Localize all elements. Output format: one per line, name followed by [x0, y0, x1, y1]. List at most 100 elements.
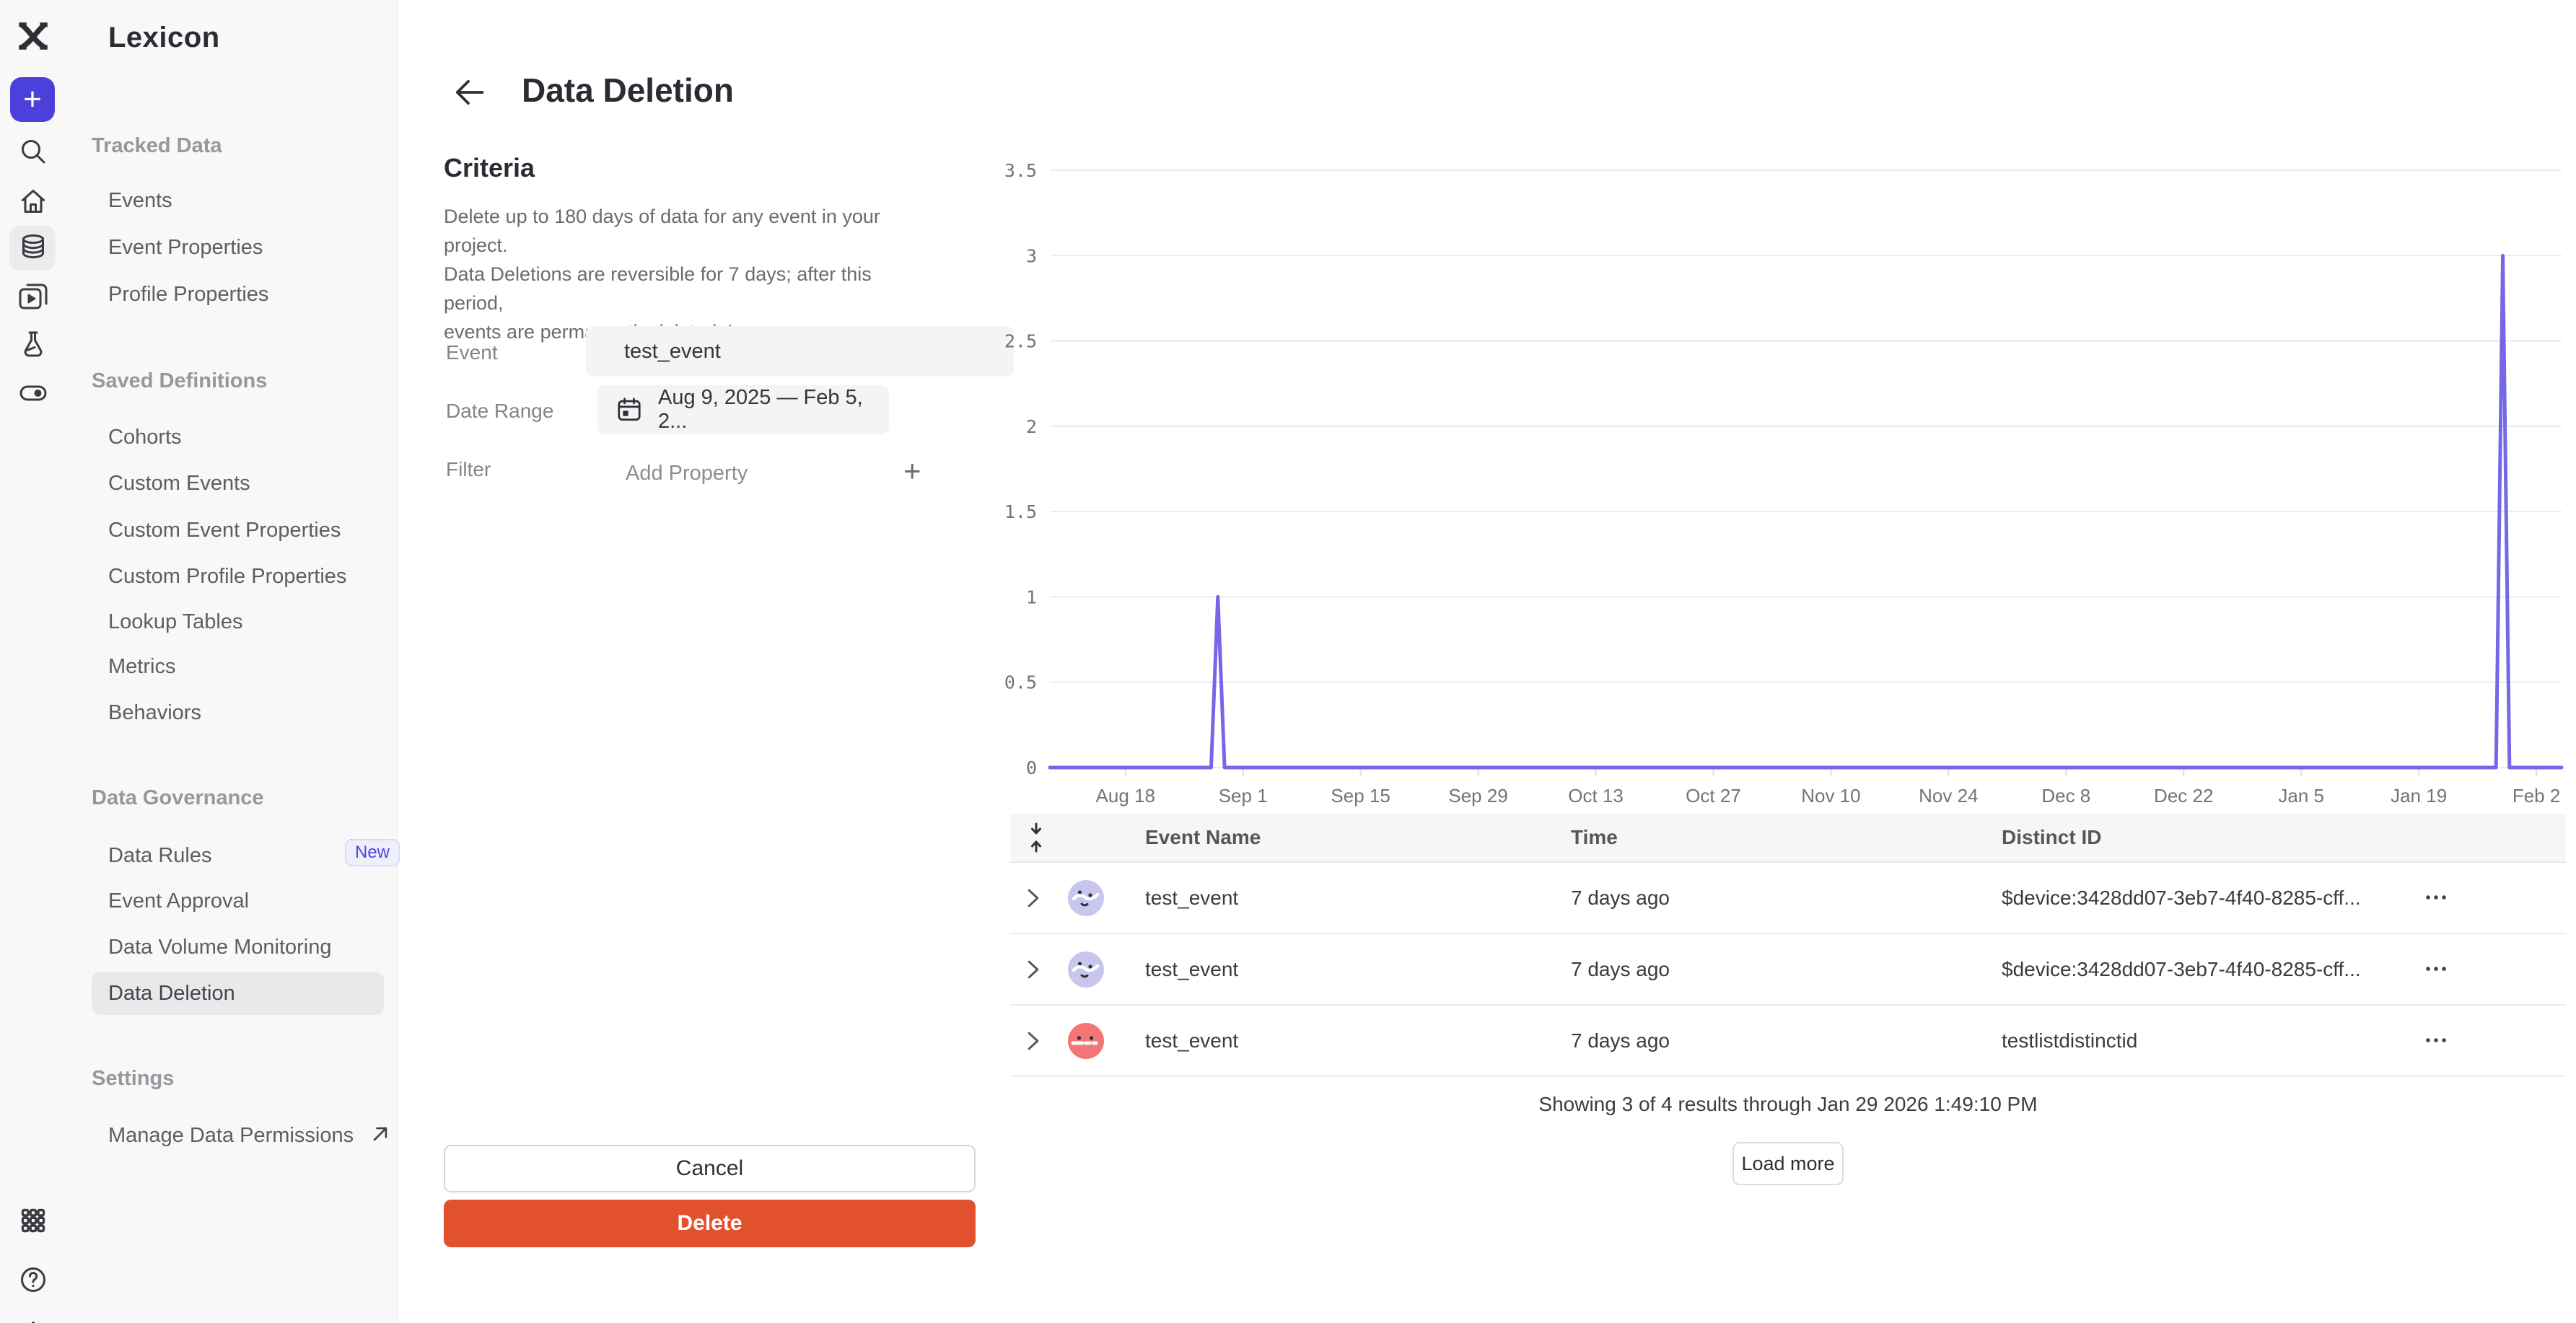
- home-icon[interactable]: [13, 182, 53, 222]
- svg-text:Sep 29: Sep 29: [1448, 785, 1507, 806]
- svg-text:Feb 2: Feb 2: [2513, 785, 2561, 806]
- external-link-icon: [369, 1123, 391, 1151]
- results-summary: Showing 3 of 4 results through Jan 29 20…: [1538, 1093, 2038, 1115]
- criteria-title: Criteria: [444, 153, 535, 183]
- sidebar-item-events[interactable]: Events: [108, 189, 172, 212]
- chevron-right-icon[interactable]: [1019, 884, 1048, 916]
- event-value: test_event: [624, 339, 721, 363]
- user-avatar: [1068, 951, 1104, 991]
- icon-rail: +: [0, 0, 67, 1323]
- svg-text:3: 3: [1026, 245, 1037, 266]
- column-time[interactable]: Time: [1571, 826, 1618, 848]
- feature-flags-toggle-icon[interactable]: [13, 373, 53, 413]
- date-range-picker[interactable]: Aug 9, 2025 — Feb 5, 2...: [597, 385, 889, 434]
- user-avatar: [1068, 1023, 1104, 1063]
- svg-text:Dec 8: Dec 8: [2041, 785, 2090, 806]
- filter-label: Filter: [446, 458, 491, 480]
- calendar-icon: [613, 394, 645, 426]
- date-range-label: Date Range: [446, 400, 554, 422]
- section-tracked-data: Tracked Data: [92, 134, 222, 157]
- page-title: Data Deletion: [522, 71, 734, 109]
- event-input[interactable]: test_event: [586, 326, 1014, 377]
- manage-data-permissions-label: Manage Data Permissions: [108, 1124, 354, 1147]
- section-data-governance: Data Governance: [92, 786, 264, 809]
- cell-time: 7 days ago: [1571, 958, 1670, 980]
- sidebar-item-data-deletion[interactable]: Data Deletion: [92, 972, 384, 1015]
- section-settings: Settings: [92, 1067, 175, 1090]
- cancel-button[interactable]: Cancel: [444, 1145, 976, 1192]
- sidebar-item-custom-profile-properties[interactable]: Custom Profile Properties: [108, 565, 347, 588]
- sidebar-item-behaviors[interactable]: Behaviors: [108, 701, 201, 724]
- events-table: Event Name Time Distinct ID test_event 7…: [1010, 814, 2566, 1185]
- data-management-icon[interactable]: [13, 228, 53, 268]
- settings-gear-icon[interactable]: [13, 1313, 53, 1323]
- create-plus-button[interactable]: +: [10, 77, 55, 122]
- cell-time: 7 days ago: [1571, 1029, 1670, 1052]
- apps-grid-icon[interactable]: [13, 1200, 53, 1241]
- user-avatar: [1068, 880, 1104, 920]
- search-icon[interactable]: [13, 131, 53, 172]
- svg-text:Oct 27: Oct 27: [1686, 785, 1741, 806]
- collapse-expand-icon[interactable]: [1023, 820, 1049, 858]
- sidebar-item-profile-properties[interactable]: Profile Properties: [108, 283, 269, 306]
- sidebar-item-metrics[interactable]: Metrics: [108, 655, 176, 678]
- chevron-right-icon[interactable]: [1019, 1027, 1048, 1059]
- svg-text:2: 2: [1026, 416, 1037, 437]
- column-distinct-id[interactable]: Distinct ID: [2002, 826, 2102, 848]
- table-row[interactable]: test_event 7 days ago $device:3428dd07-3…: [1010, 863, 2566, 934]
- back-button[interactable]: [448, 72, 489, 113]
- sidebar-item-custom-events[interactable]: Custom Events: [108, 472, 250, 495]
- cell-event-name: test_event: [1145, 958, 1239, 980]
- svg-text:1.5: 1.5: [1004, 501, 1037, 522]
- cell-distinct-id-link[interactable]: $device:3428dd07-3eb7-4f40-8285-cff...: [2002, 887, 2361, 909]
- add-property-button[interactable]: Add Property: [626, 462, 748, 485]
- chevron-right-icon[interactable]: [1019, 955, 1048, 988]
- boards-icon[interactable]: [13, 277, 53, 317]
- table-header: Event Name Time Distinct ID: [1010, 814, 2566, 863]
- cell-distinct-id-link[interactable]: $device:3428dd07-3eb7-4f40-8285-cff...: [2002, 958, 2361, 980]
- sidebar-item-event-properties[interactable]: Event Properties: [108, 236, 263, 259]
- column-event-name[interactable]: Event Name: [1145, 826, 1261, 848]
- cell-distinct-id-link[interactable]: testlistdistinctid: [2002, 1029, 2138, 1052]
- svg-text:3.5: 3.5: [1004, 160, 1037, 181]
- svg-text:Jan 5: Jan 5: [2278, 785, 2324, 806]
- cell-time: 7 days ago: [1571, 887, 1670, 909]
- sidebar-title: Lexicon: [108, 22, 220, 53]
- cell-event-name: test_event: [1145, 887, 1239, 909]
- criteria-description: Delete up to 180 days of data for any ev…: [444, 202, 920, 346]
- sidebar-item-data-volume-monitoring[interactable]: Data Volume Monitoring: [108, 936, 332, 959]
- svg-text:0: 0: [1026, 757, 1037, 778]
- table-row[interactable]: test_event 7 days ago testlistdistinctid: [1010, 1006, 2566, 1077]
- criteria-line-2: Data Deletions are reversible for 7 days…: [444, 263, 872, 314]
- criteria-line-1: Delete up to 180 days of data for any ev…: [444, 206, 880, 256]
- svg-text:Jan 19: Jan 19: [2391, 785, 2447, 806]
- svg-text:Nov 24: Nov 24: [1919, 785, 1978, 806]
- sidebar-item-custom-event-properties[interactable]: Custom Event Properties: [108, 519, 341, 542]
- data-rules-label: Data Rules: [108, 844, 212, 867]
- sidebar-item-cohorts[interactable]: Cohorts: [108, 426, 182, 449]
- sidebar-item-manage-data-permissions[interactable]: Manage Data Permissions: [108, 1123, 391, 1151]
- svg-text:Sep 1: Sep 1: [1219, 785, 1268, 806]
- lexicon-sidebar: Lexicon Tracked Data Events Event Proper…: [67, 0, 400, 1323]
- row-menu-icon[interactable]: [2416, 882, 2456, 913]
- sidebar-item-lookup-tables[interactable]: Lookup Tables: [108, 610, 243, 633]
- cell-event-name: test_event: [1145, 1029, 1239, 1052]
- help-question-icon[interactable]: [13, 1260, 53, 1300]
- sidebar-item-event-approval[interactable]: Event Approval: [108, 889, 250, 913]
- sidebar-item-data-rules[interactable]: Data Rules New: [108, 839, 400, 868]
- table-row[interactable]: test_event 7 days ago $device:3428dd07-3…: [1010, 934, 2566, 1006]
- svg-text:Aug 18: Aug 18: [1096, 785, 1155, 806]
- row-menu-icon[interactable]: [2416, 1024, 2456, 1056]
- svg-text:Oct 13: Oct 13: [1568, 785, 1624, 806]
- experiments-flask-icon[interactable]: [13, 325, 53, 365]
- delete-button[interactable]: Delete: [444, 1200, 976, 1247]
- load-more-button[interactable]: Load more: [1732, 1142, 1844, 1185]
- mixpanel-logo-icon[interactable]: [13, 16, 53, 56]
- svg-text:Dec 22: Dec 22: [2154, 785, 2213, 806]
- new-badge: New: [345, 839, 400, 866]
- row-menu-icon[interactable]: [2416, 953, 2456, 985]
- add-property-plus-icon[interactable]: +: [903, 454, 921, 488]
- events-line-chart: 0 0.5 1 1.5 2 2.5 3 3.5 Aug 18 Sep 1 Sep 15 Sep 29 O…: [1004, 160, 2564, 806]
- date-range-value: Aug 9, 2025 — Feb 5, 2...: [658, 386, 863, 433]
